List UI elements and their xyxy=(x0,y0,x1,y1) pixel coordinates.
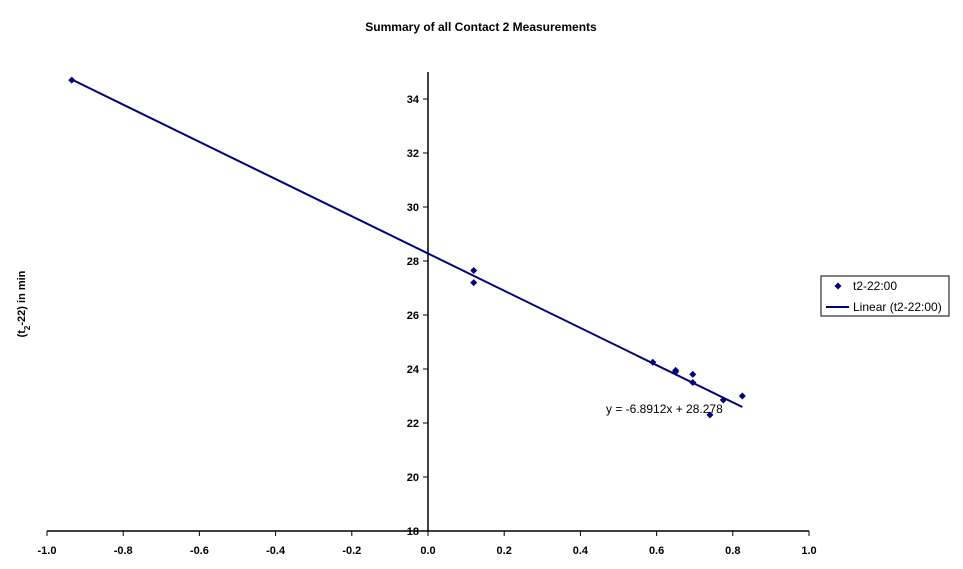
trendline-equation: y = -6.8912x + 28.278 xyxy=(606,402,723,416)
x-tick-label: -0.8 xyxy=(114,545,133,557)
data-point xyxy=(706,411,714,419)
y-tick-label: 32 xyxy=(407,148,419,160)
y-tick-label: 26 xyxy=(407,310,419,322)
x-tick-label: -0.4 xyxy=(266,545,286,557)
data-points xyxy=(68,76,746,419)
legend-marker-series xyxy=(834,282,842,290)
data-point xyxy=(672,368,680,376)
x-tick-label: -1.0 xyxy=(38,545,57,557)
y-axis-ticks: 18 20 22 24 26 28 30 32 34 xyxy=(407,94,428,538)
data-point xyxy=(649,358,657,366)
y-tick-label: 34 xyxy=(407,94,420,106)
data-point xyxy=(738,392,746,400)
x-tick-label: 0.2 xyxy=(497,545,512,557)
data-point xyxy=(470,266,478,274)
data-point xyxy=(689,379,697,386)
x-axis-ticks: -1.0 -0.8 -0.6 -0.4 -0.2 0.0 0.2 0.4 0.6 0.8 1.0 xyxy=(38,531,817,557)
y-tick-label: 24 xyxy=(407,364,420,376)
data-point xyxy=(68,76,76,84)
legend: t2-22:00 Linear (t2-22:00) xyxy=(820,275,950,317)
data-point xyxy=(470,279,478,287)
legend-box xyxy=(820,275,950,317)
chart-title: Summary of all Contact 2 Measurements xyxy=(365,20,597,34)
x-tick-label: -0.2 xyxy=(342,545,361,557)
y-tick-label: 22 xyxy=(407,418,419,430)
x-tick-label: 1.0 xyxy=(801,545,816,557)
data-point xyxy=(689,370,697,378)
data-point xyxy=(719,396,727,404)
y-tick-label: 20 xyxy=(407,472,419,484)
svg-text:(t2-22) in min: (t2-22) in min xyxy=(16,270,32,337)
trendline-group xyxy=(71,78,743,408)
y-tick-label: 18 xyxy=(407,526,419,538)
x-tick-label: 0.6 xyxy=(649,545,664,557)
y-axis-title-prefix: (t xyxy=(16,330,28,338)
y-axis-title-subscript: 2 xyxy=(23,325,32,330)
trendline xyxy=(71,78,743,408)
x-tick-label: 0.8 xyxy=(725,545,740,557)
legend-label-series: t2-22:00 xyxy=(853,279,897,293)
legend-label-trendline: Linear (t2-22:00) xyxy=(853,300,942,314)
y-axis-title-suffix: -22) in min xyxy=(16,270,28,325)
y-tick-label: 30 xyxy=(407,202,419,214)
axes xyxy=(47,72,809,532)
x-tick-label: 0.0 xyxy=(420,545,435,557)
x-tick-label: 0.4 xyxy=(573,545,589,557)
y-axis-title: (t2-22) in min xyxy=(16,270,32,337)
x-tick-label: -0.6 xyxy=(190,545,209,557)
y-tick-label: 28 xyxy=(407,256,419,268)
